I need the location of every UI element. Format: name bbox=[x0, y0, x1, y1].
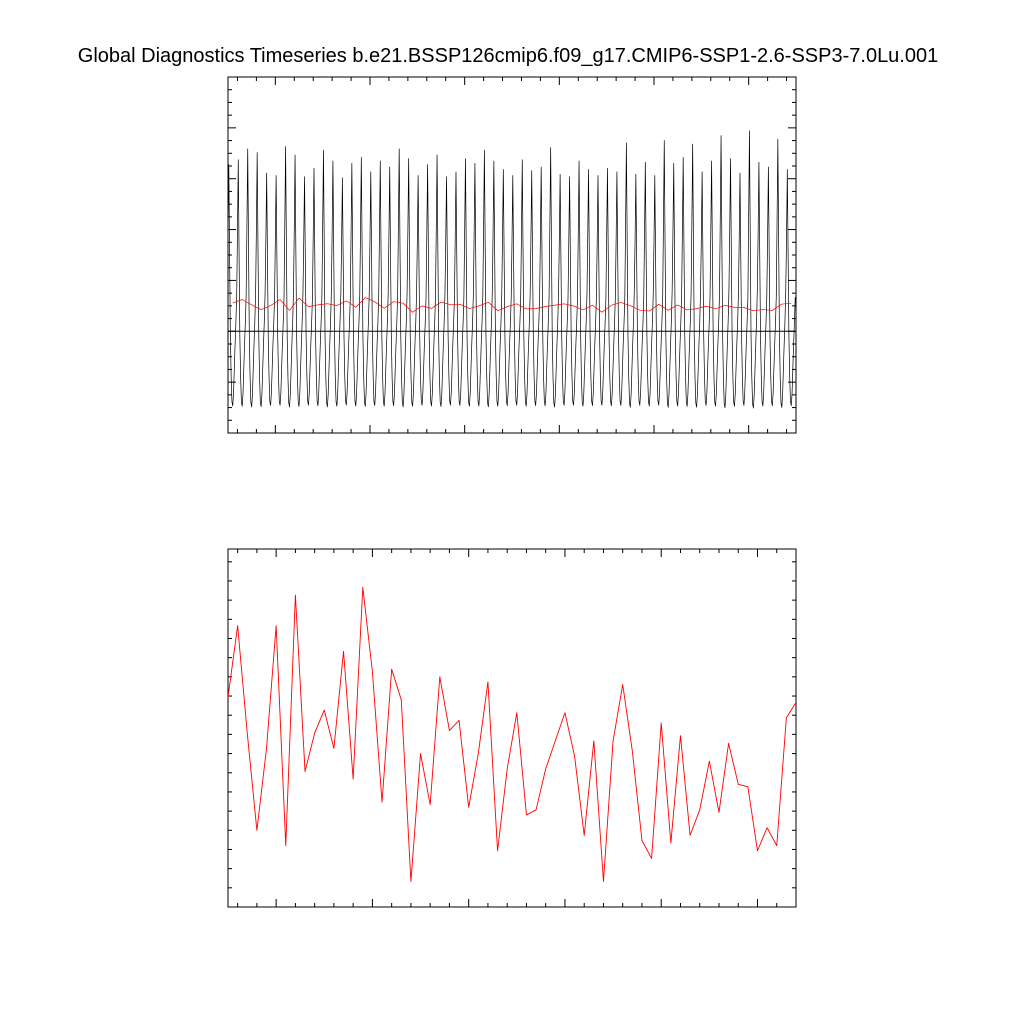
chart-title: Global Diagnostics Timeseries b.e21.BSSP… bbox=[78, 45, 938, 67]
annual-series-line bbox=[228, 586, 796, 882]
bottom-panel bbox=[227, 548, 797, 908]
monthly-series-line bbox=[228, 130, 796, 409]
top-panel bbox=[227, 76, 797, 434]
plot-frame bbox=[227, 548, 797, 908]
annual-series-line bbox=[232, 297, 792, 313]
